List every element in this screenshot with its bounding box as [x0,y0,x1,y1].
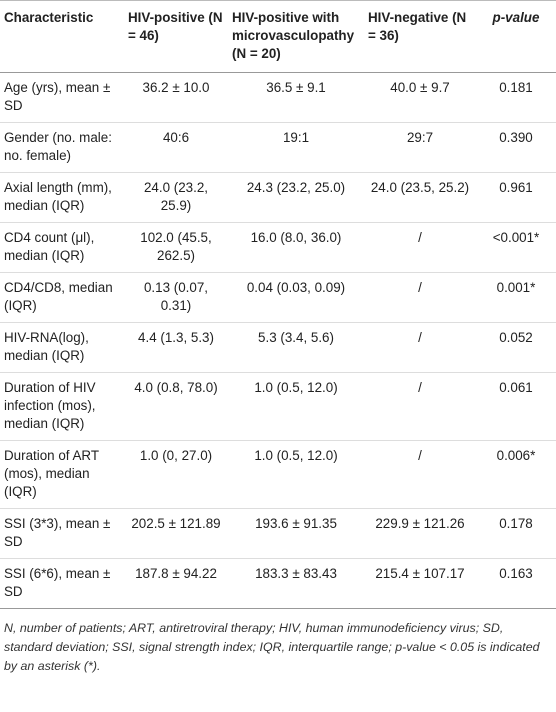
table-row: CD4 count (μl), median (IQR) 102.0 (45.5,… [0,222,556,273]
table-cell: 4.0 (0.8, 78.0) [124,372,228,441]
header-cell: HIV-positive (N = 46) [124,0,228,73]
table-cell: 24.3 (23.2, 25.0) [228,172,364,223]
table-cell: 36.2 ± 10.0 [124,72,228,123]
table-cell: 0.061 [476,372,556,441]
row-label: Age (yrs), mean ± SD [0,72,124,123]
row-label: SSI (3*3), mean ± SD [0,508,124,559]
table-cell: 36.5 ± 9.1 [228,72,364,123]
table-cell: 5.3 (3.4, 5.6) [228,322,364,373]
table-cell: 193.6 ± 91.35 [228,508,364,559]
table-cell: 40:6 [124,122,228,173]
table-cell: 0.181 [476,72,556,123]
row-label: CD4/CD8, median (IQR) [0,272,124,323]
header-row: Characteristic HIV-positive (N = 46) HIV-p… [0,0,556,73]
table-cell: / [364,272,476,323]
row-label: CD4 count (μl), median (IQR) [0,222,124,273]
table-cell: 1.0 (0.5, 12.0) [228,440,364,509]
table-cell: 229.9 ± 121.26 [364,508,476,559]
table-row: SSI (3*3), mean ± SD 202.5 ± 121.89 193.6 … [0,508,556,559]
table-cell: 0.13 (0.07, 0.31) [124,272,228,323]
table-cell: 1.0 (0.5, 12.0) [228,372,364,441]
table-cell: 187.8 ± 94.22 [124,558,228,609]
row-label: Duration of ART (mos), median (IQR) [0,440,124,509]
table-cell: 0.052 [476,322,556,373]
table-cell: 202.5 ± 121.89 [124,508,228,559]
row-label: Gender (no. male: no. female) [0,122,124,173]
table-row: Gender (no. male: no. female) 40:6 19:1 29:… [0,122,556,173]
header-cell: Characteristic [0,0,124,73]
table-cell: / [364,440,476,509]
table-body: Age (yrs), mean ± SD 36.2 ± 10.0 36.5 ± 9.… [0,72,556,609]
row-label: Axial length (mm), median (IQR) [0,172,124,223]
table-row: Duration of HIV infection (mos), median … [0,372,556,441]
table-cell: 215.4 ± 107.17 [364,558,476,609]
table-cell: 0.390 [476,122,556,173]
table-row: HIV-RNA(log), median (IQR) 4.4 (1.3, 5.3)… [0,322,556,373]
row-label: HIV-RNA(log), median (IQR) [0,322,124,373]
header-cell: HIV-positive with microvasculopathy (N =… [228,0,364,73]
table-cell: 40.0 ± 9.7 [364,72,476,123]
table-cell: / [364,322,476,373]
table-row: Duration of ART (mos), median (IQR) 1.0 (… [0,440,556,509]
table-row: CD4/CD8, median (IQR) 0.13 (0.07, 0.31) 0.… [0,272,556,323]
table-cell: <0.001* [476,222,556,273]
table-cell: 16.0 (8.0, 36.0) [228,222,364,273]
table-cell: 29:7 [364,122,476,173]
table-cell: / [364,372,476,441]
header-cell: HIV-negative (N = 36) [364,0,476,73]
table-cell: 0.961 [476,172,556,223]
table-cell: 102.0 (45.5, 262.5) [124,222,228,273]
table-cell: / [364,222,476,273]
header-cell: p-value [476,0,556,73]
table-cell: 24.0 (23.5, 25.2) [364,172,476,223]
table-row: SSI (6*6), mean ± SD 187.8 ± 94.22 183.3 ±… [0,558,556,609]
table-cell: 183.3 ± 83.43 [228,558,364,609]
table-cell: 19:1 [228,122,364,173]
table-cell: 0.001* [476,272,556,323]
table-cell: 0.006* [476,440,556,509]
table-cell: 24.0 (23.2, 25.9) [124,172,228,223]
row-label: SSI (6*6), mean ± SD [0,558,124,609]
table-cell: 0.163 [476,558,556,609]
table-row: Axial length (mm), median (IQR) 24.0 (23.… [0,172,556,223]
table-cell: 4.4 (1.3, 5.3) [124,322,228,373]
footnote: N, number of patients; ART, antiretrovir… [4,621,540,673]
row-label: Duration of HIV infection (mos), median … [0,372,124,441]
table-cell: 0.178 [476,508,556,559]
table-cell: 1.0 (0, 27.0) [124,440,228,509]
table-row: Age (yrs), mean ± SD 36.2 ± 10.0 36.5 ± 9.… [0,72,556,123]
table-cell: 0.04 (0.03, 0.09) [228,272,364,323]
data-table: Characteristic HIV-positive (N = 46) HIV-p… [0,0,556,609]
